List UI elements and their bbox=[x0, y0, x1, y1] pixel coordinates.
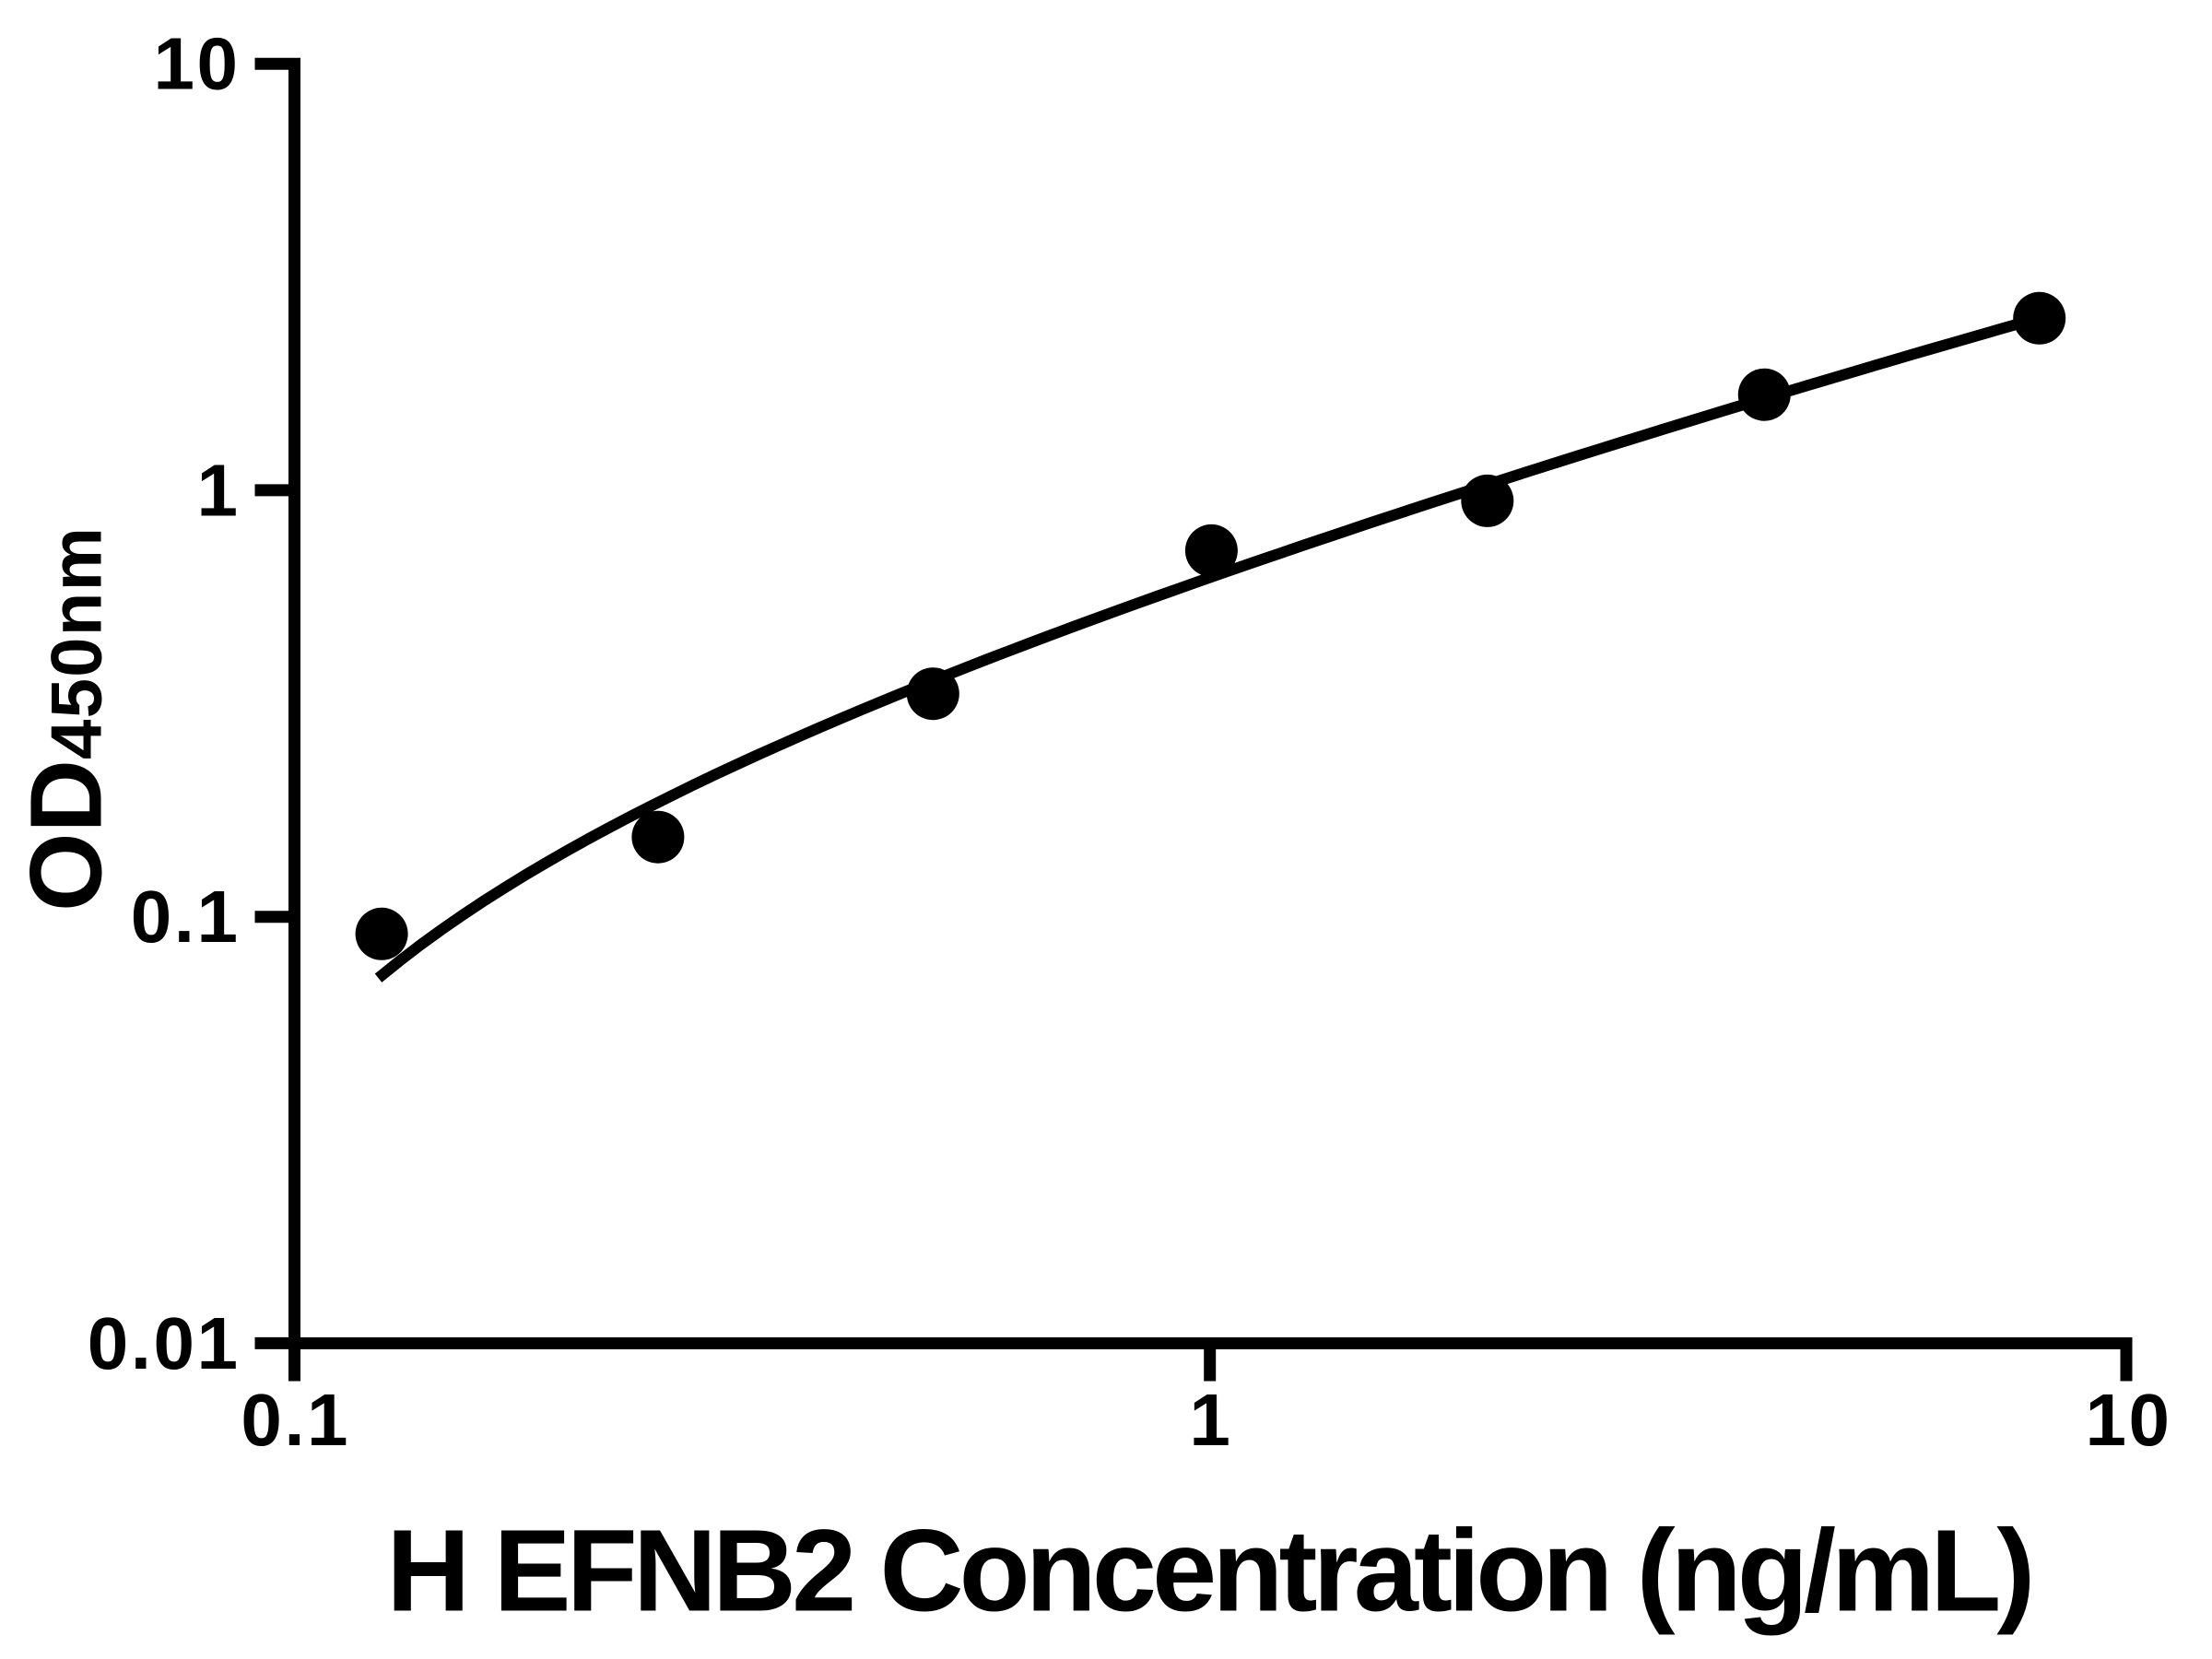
svg-text:OD450nm: OD450nm bbox=[10, 526, 124, 912]
svg-text:0.1: 0.1 bbox=[131, 876, 241, 958]
svg-text:1: 1 bbox=[1189, 1379, 1232, 1461]
svg-text:10: 10 bbox=[154, 23, 241, 105]
svg-text:0.1: 0.1 bbox=[241, 1379, 350, 1461]
svg-text:1: 1 bbox=[197, 449, 241, 531]
svg-text:H EFNB2 Concentration (ng/mL): H EFNB2 Concentration (ng/mL) bbox=[386, 1506, 2030, 1636]
svg-text:0.01: 0.01 bbox=[88, 1302, 241, 1384]
svg-text:10: 10 bbox=[2086, 1379, 2172, 1461]
